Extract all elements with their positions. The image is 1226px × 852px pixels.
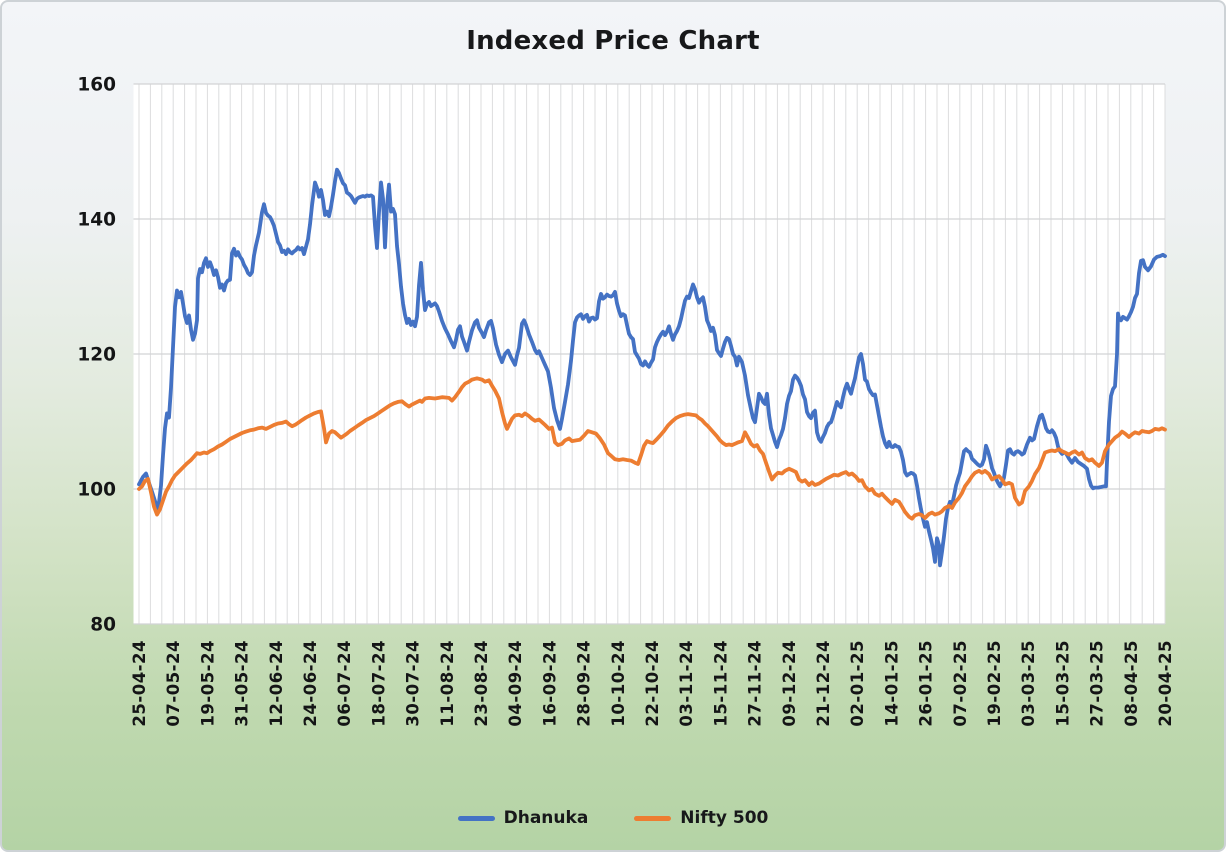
x-axis-tick-label: 06-07-24 [335,640,354,727]
x-axis-tick-label: 19-02-25 [985,640,1004,727]
x-axis-tick-label: 14-01-25 [882,640,901,727]
legend-item-nifty-500: Nifty 500 [634,808,768,828]
x-axis-tick-label: 07-02-25 [951,640,970,727]
x-axis-tick-label: 30-07-24 [404,640,423,727]
legend-item-dhanuka: Dhanuka [457,808,589,828]
x-axis-tick-label: 27-11-24 [746,640,765,727]
x-axis-tick-label: 09-12-24 [780,640,799,727]
x-axis-tick-label: 03-11-24 [677,640,696,727]
x-axis-tick-label: 28-09-24 [575,640,594,727]
x-axis-tick-label: 19-05-24 [198,640,217,727]
x-axis-tick-label: 04-09-24 [506,640,525,727]
x-axis-tick-label: 10-10-24 [609,640,628,727]
x-axis-tick-label: 12-06-24 [267,640,286,727]
x-axis-tick-label: 23-08-24 [472,640,491,727]
x-axis-tick-label: 15-11-24 [711,640,730,727]
chart-legend: Dhanuka Nifty 500 [2,808,1224,828]
x-axis-tick-label: 26-01-25 [917,640,936,727]
x-axis-tick-label: 07-05-24 [164,640,183,727]
x-axis-tick-label: 08-04-25 [1122,640,1141,727]
x-axis-tick-label: 21-12-24 [814,640,833,727]
y-axis-tick-label: 80 [90,615,116,636]
x-axis-tick-label: 24-06-24 [301,640,320,727]
series-line-dhanuka [137,167,1167,568]
y-axis-tick-label: 120 [77,345,116,366]
legend-swatch [634,815,672,821]
x-axis-tick-label: 27-03-25 [1088,640,1107,727]
x-axis-tick-label: 25-04-24 [130,640,149,727]
y-axis-tick-label: 160 [77,75,116,96]
legend-label: Dhanuka [503,808,589,828]
x-axis-tick-label: 31-05-24 [233,640,252,727]
y-axis-tick-label: 140 [77,210,116,231]
series-line-nifty-500 [137,376,1167,521]
x-axis-tick-label: 22-10-24 [643,640,662,727]
legend-swatch [457,815,495,821]
x-axis-tick-label: 11-08-24 [438,640,457,727]
y-axis-tick-label: 100 [77,480,116,501]
legend-label: Nifty 500 [680,808,769,828]
x-axis-tick-label: 20-04-25 [1156,640,1175,727]
x-axis-tick-label: 03-03-25 [1019,640,1038,727]
x-axis-tick-label: 16-09-24 [540,640,559,727]
chart-title: Indexed Price Chart [466,26,760,56]
x-axis-tick-label: 18-07-24 [369,640,388,727]
x-axis-tick-label: 15-03-25 [1053,640,1072,727]
x-axis-tick-label: 02-01-25 [848,640,867,727]
